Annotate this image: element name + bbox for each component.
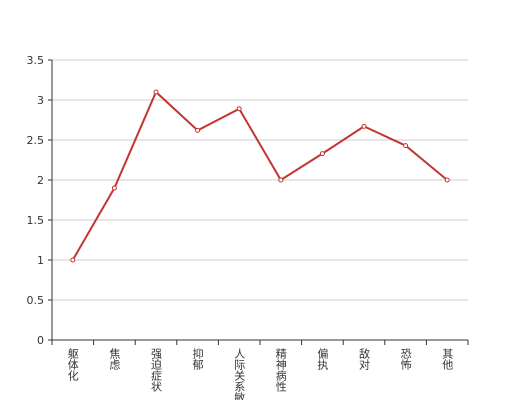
point bbox=[319, 151, 325, 157]
point bbox=[444, 177, 450, 183]
x-tick-label: 焦虑 bbox=[108, 348, 121, 370]
x-tick-label: 抑郁 bbox=[191, 347, 204, 370]
point bbox=[111, 185, 117, 191]
y-tick-label: 0 bbox=[37, 334, 44, 347]
x-tick-label: 偏执 bbox=[316, 347, 329, 371]
x-tick-label: 其他 bbox=[441, 348, 454, 370]
y-tick-label: 3 bbox=[37, 94, 44, 107]
point bbox=[195, 127, 201, 133]
y-tick-label: 2.5 bbox=[27, 134, 45, 147]
y-tick-label: 3.5 bbox=[27, 54, 45, 67]
x-tick-label: 躯体化 bbox=[66, 348, 79, 382]
y-tick-label: 1.5 bbox=[27, 214, 45, 227]
point bbox=[153, 89, 159, 95]
y-tick-label: 1 bbox=[37, 254, 44, 267]
y-tick-label: 2 bbox=[37, 174, 44, 187]
x-tick-label: 精神病性 bbox=[274, 348, 287, 393]
y-tick-label: 0.5 bbox=[27, 294, 45, 307]
point bbox=[403, 143, 409, 149]
line bbox=[71, 90, 448, 261]
x-tick-label: 敌对 bbox=[358, 347, 371, 370]
point bbox=[70, 257, 76, 263]
point bbox=[361, 123, 367, 129]
point bbox=[278, 177, 284, 183]
x-tick-label: 恐怖 bbox=[399, 348, 412, 370]
point bbox=[236, 106, 242, 112]
x-tick-label: 强迫症状 bbox=[150, 348, 163, 392]
x-tick-label: 人际关系敏感 bbox=[233, 348, 246, 400]
